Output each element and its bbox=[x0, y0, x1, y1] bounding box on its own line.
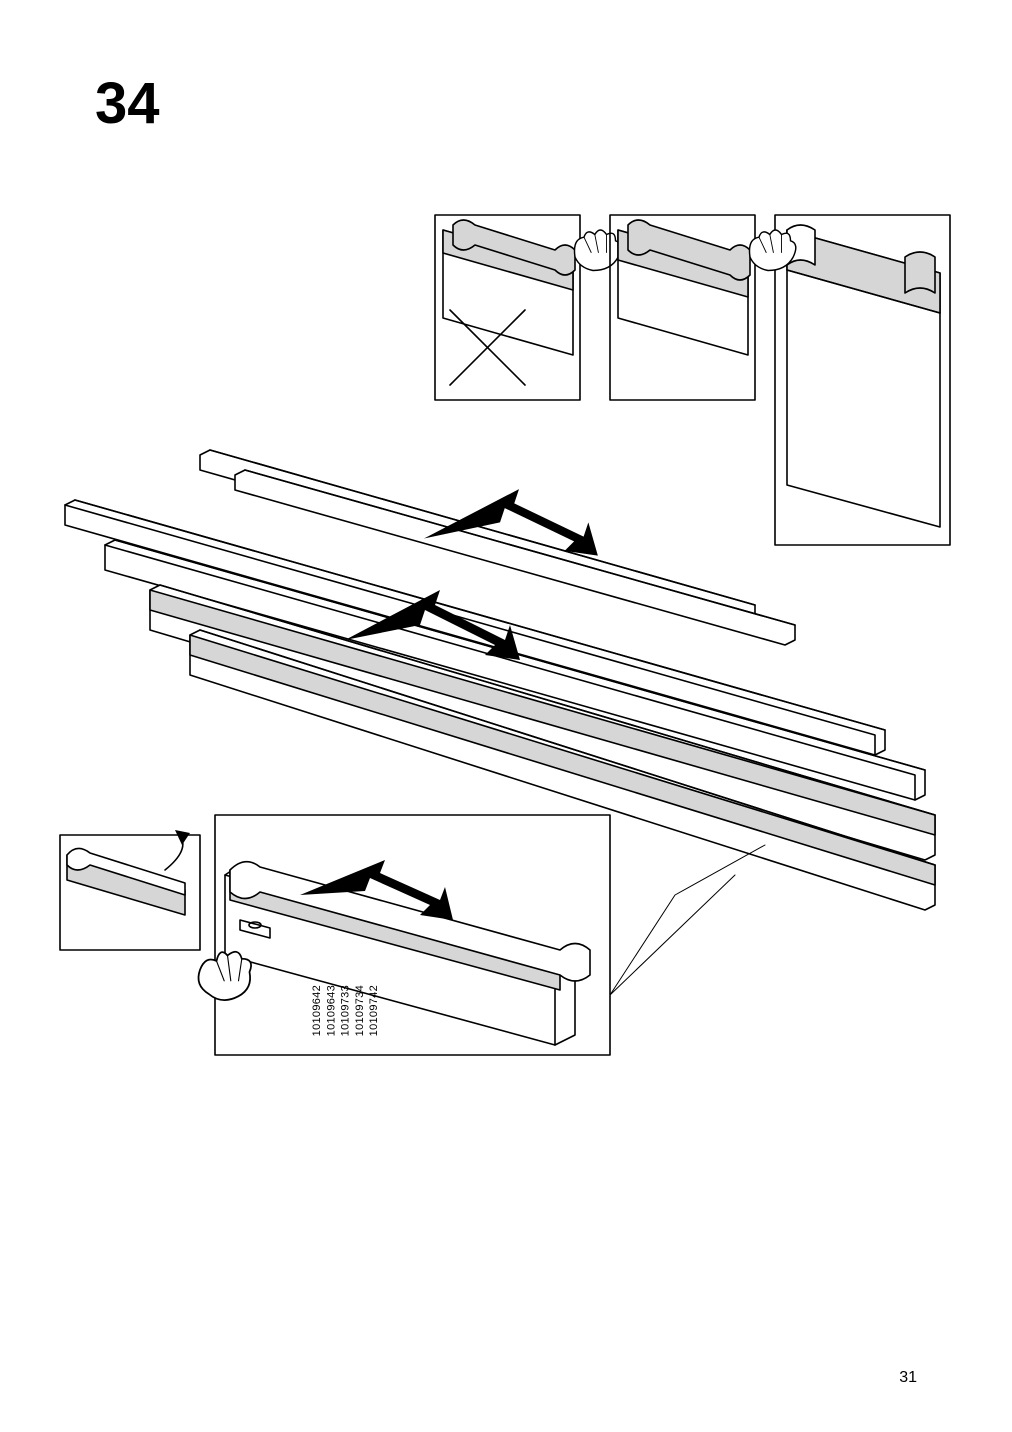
step-number: 34 bbox=[95, 70, 160, 137]
inset-correct bbox=[610, 215, 796, 400]
inset-wrong bbox=[435, 215, 621, 400]
inset-main-detail bbox=[198, 815, 610, 1055]
part-number: 10109733 bbox=[339, 985, 353, 1036]
main-rails bbox=[65, 450, 935, 910]
page-number: 31 bbox=[899, 1369, 917, 1387]
inset-flip bbox=[60, 830, 200, 950]
assembly-diagram: .ln { fill: none; stroke: #000; stroke-w… bbox=[55, 175, 955, 1075]
part-number: 10109643 bbox=[324, 985, 338, 1036]
inset-result bbox=[775, 215, 950, 545]
part-number: 10109642 bbox=[310, 985, 324, 1036]
part-number: 10109734 bbox=[353, 985, 367, 1036]
part-number: 10109742 bbox=[367, 985, 381, 1036]
part-number-list: 10109642 10109643 10109733 10109734 1010… bbox=[310, 985, 381, 1036]
